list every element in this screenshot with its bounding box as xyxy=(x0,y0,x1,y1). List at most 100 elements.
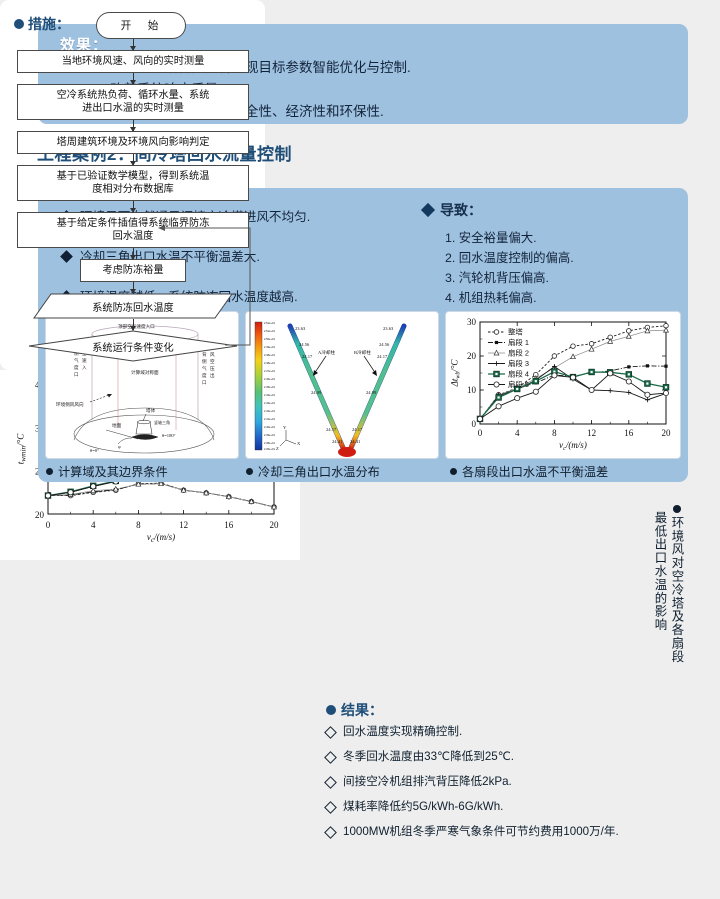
figure-caption: 计算域及其边界条件 xyxy=(46,462,168,480)
fig1-vertical-axis-label: 竖轴三角 xyxy=(154,419,170,425)
svg-text:12: 12 xyxy=(179,520,188,530)
svg-text:出: 出 xyxy=(210,372,215,379)
list-item: 间接空冷机组排汽背压降低2kPa. xyxy=(324,774,686,790)
figure-caption: 各扇段出口水温不平衡温差 xyxy=(450,462,608,480)
svg-text:口: 口 xyxy=(74,372,79,378)
svg-text:Y: Y xyxy=(283,425,287,430)
svg-text:10: 10 xyxy=(467,385,477,395)
flow-arrow-icon xyxy=(129,201,136,213)
fig1-caption-text: 计算域及其边界条件 xyxy=(58,465,168,479)
flow-arrow-icon xyxy=(129,39,136,51)
vertical-note-line-2: 最低出口水温的影响 xyxy=(653,511,667,632)
svg-text:24.09: 24.09 xyxy=(366,390,377,395)
fig2-caption-text: 冷却三角出口水温分布 xyxy=(258,465,380,479)
svg-text:20: 20 xyxy=(662,428,672,438)
svg-text:2.48e+01: 2.48e+01 xyxy=(264,361,275,365)
diamond-outline-icon xyxy=(324,801,337,814)
cause-list: 导致： 1. 安全裕量偏大. 2. 回水温度控制的偏高. 3. 汽轮机背压偏高.… xyxy=(420,200,673,308)
bullet-dot-icon xyxy=(672,505,681,513)
svg-text:入: 入 xyxy=(82,365,87,370)
fig1-top-inlet-label: 顶部空气速度入口 xyxy=(118,323,155,330)
flow-step-6: 考虑防冻裕量 xyxy=(80,259,186,282)
svg-text:扇段 2: 扇段 2 xyxy=(508,349,529,358)
list-item: 3. 汽轮机背压偏高. xyxy=(445,271,549,285)
figure-unbalance-temperature-chart: 0 4 8 12 16 20 0 10 20 30 vc/(m/s) Δtwb/°C 整塔 扇段 1 扇段 … xyxy=(446,312,680,458)
svg-text:2.46e+01: 2.46e+01 xyxy=(264,377,275,381)
svg-text:压: 压 xyxy=(210,366,215,372)
flow-arrow-icon xyxy=(129,319,136,331)
svg-text:2.49e+01: 2.49e+01 xyxy=(264,345,275,349)
fig1-symmetry-label: 计算域对称面 xyxy=(131,369,159,376)
list-item: 1000MW机组冬季严寒气象条件可节约费用1000万/年. xyxy=(324,824,686,840)
svg-text:X: X xyxy=(297,441,301,446)
svg-text:24.09: 24.09 xyxy=(311,390,322,395)
svg-text:30: 30 xyxy=(467,317,477,327)
svg-text:速: 速 xyxy=(82,358,87,364)
svg-text:0: 0 xyxy=(478,428,483,438)
svg-text:24.56: 24.56 xyxy=(299,342,310,347)
fig2-b-column-label: B冷却柱 xyxy=(354,349,371,356)
diamond-outline-icon xyxy=(324,776,337,789)
bullet-dot-icon xyxy=(326,705,336,715)
flow-arrow-icon xyxy=(129,282,136,294)
list-item: 煤耗率降低约5G/kWh-6G/kWh. xyxy=(324,799,686,815)
result-item-text: 间接空冷机组排汽背压降低2kPa. xyxy=(343,775,512,788)
svg-text:24.41: 24.41 xyxy=(350,439,361,444)
svg-text:2.36e+01: 2.36e+01 xyxy=(264,447,275,451)
figure-caption: 冷却三角出口水温分布 xyxy=(246,462,380,480)
bullet-dot-icon xyxy=(46,467,53,475)
svg-text:24.41: 24.41 xyxy=(332,439,343,444)
diamond-outline-icon xyxy=(324,751,337,764)
fig2-a-column-label: A冷却柱 xyxy=(318,349,336,356)
list-item: 冬季回水温度由33℃降低到25℃. xyxy=(324,749,686,765)
svg-text:2.51e+01: 2.51e+01 xyxy=(264,321,275,325)
svg-text:24.56: 24.56 xyxy=(379,342,390,347)
figure-cooling-triangle-temperature: 2.51e+01 2.51e+01 2.50e+01 2.49e+01 2.48… xyxy=(246,312,438,458)
svg-text:20: 20 xyxy=(270,520,280,530)
svg-text:8: 8 xyxy=(552,428,557,438)
svg-text:twmin/°C: twmin/°C xyxy=(16,433,28,465)
bullet-dot-icon xyxy=(450,467,457,475)
flow-step-2: 空冷系统热负荷、循环水量、系统 进出口水温的实时测量 xyxy=(17,84,249,120)
results-label: 结果： xyxy=(341,702,383,718)
svg-text:扇段 1: 扇段 1 xyxy=(508,338,529,347)
svg-text:2.40e+01: 2.40e+01 xyxy=(264,425,275,429)
svg-text:背: 背 xyxy=(202,351,207,357)
svg-text:16: 16 xyxy=(224,520,234,530)
svg-text:8: 8 xyxy=(136,520,141,530)
result-item-text: 回水温度实现精确控制. xyxy=(343,725,463,738)
svg-text:2.43e+01: 2.43e+01 xyxy=(264,401,275,405)
result-item-text: 1000MW机组冬季严寒气象条件可节约费用1000万/年. xyxy=(343,825,619,838)
svg-text:20: 20 xyxy=(35,510,45,520)
svg-text:度: 度 xyxy=(74,364,79,371)
flow-step-4: 基于已验证数学模型，得到系统温 度相对分布数据库 xyxy=(17,165,249,201)
fig1-wind-dir-label: 环境侧风风向 xyxy=(56,401,84,408)
fig3-caption-text: 各扇段出口水温不平衡温差 xyxy=(462,465,609,479)
svg-text:整塔: 整塔 xyxy=(508,328,523,337)
list-item: 4. 机组热耗偏高. xyxy=(445,291,537,305)
svg-text:24.17: 24.17 xyxy=(352,427,363,432)
svg-text:2.44e+01: 2.44e+01 xyxy=(264,393,275,397)
flow-output-label: 系统防冻回水温度 xyxy=(92,303,174,314)
fig1-ground-label: 地面 xyxy=(112,422,122,429)
svg-text:φ: φ xyxy=(118,444,121,449)
svg-text:扇段 4: 扇段 4 xyxy=(508,370,529,379)
svg-text:2.39e+01: 2.39e+01 xyxy=(264,433,275,437)
cooling-triangle-contour: 2.51e+01 2.51e+01 2.50e+01 2.49e+01 2.48… xyxy=(246,312,438,458)
svg-text:扇段 3: 扇段 3 xyxy=(508,359,529,368)
flow-step-5: 基于给定条件插值得系统临界防冻 回水温度 xyxy=(17,212,249,248)
svg-text:4: 4 xyxy=(515,428,520,438)
svg-text:2.45e+01: 2.45e+01 xyxy=(264,385,275,389)
result-item-text: 冬季回水温度由33℃降低到25℃. xyxy=(343,750,514,763)
svg-text:4: 4 xyxy=(91,520,96,530)
svg-text:12: 12 xyxy=(587,428,596,438)
svg-text:侧: 侧 xyxy=(74,350,79,357)
svg-text:扇段 5: 扇段 5 xyxy=(508,380,529,389)
svg-text:气: 气 xyxy=(74,357,79,363)
list-item: 2. 回水温度控制的偏高. xyxy=(445,251,574,265)
svg-text:23.63: 23.63 xyxy=(295,326,306,331)
results-list: 回水温度实现精确控制. 冬季回水温度由33℃降低到25℃. 间接空冷机组排汽背压… xyxy=(324,724,686,849)
svg-text:Δtwb/°C: Δtwb/°C xyxy=(450,359,462,388)
